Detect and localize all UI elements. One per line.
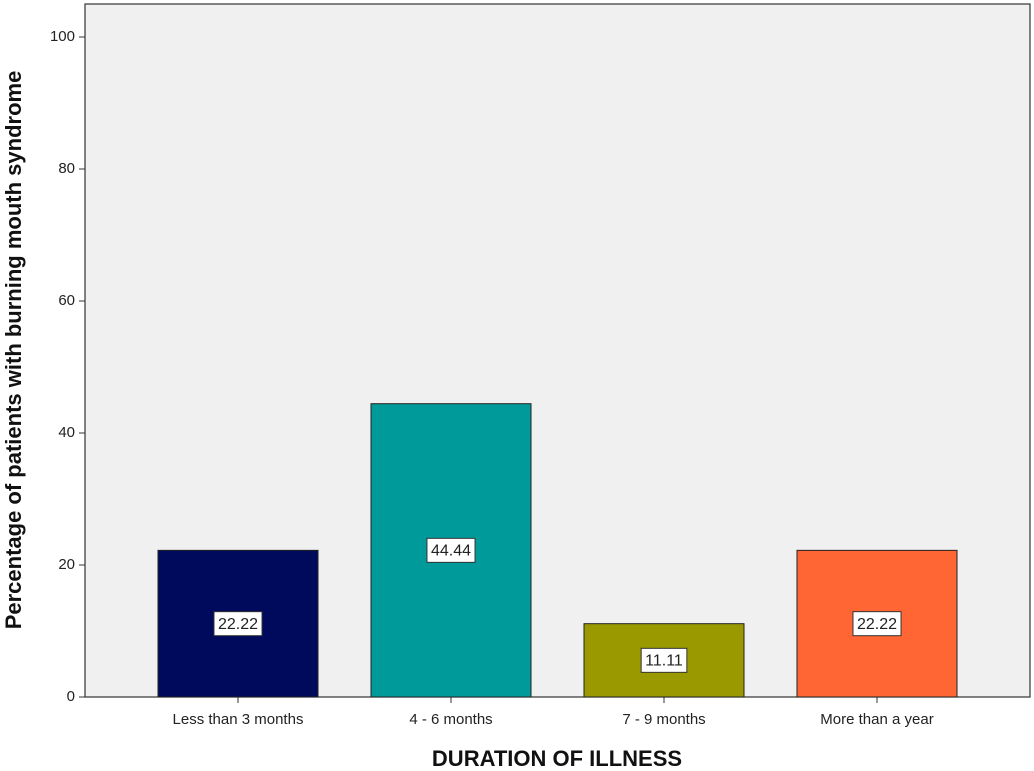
value-label: 11.11	[645, 653, 683, 670]
y-tick-label: 20	[58, 556, 75, 573]
value-label-box	[640, 647, 688, 673]
x-tick-label: 7 - 9 months	[622, 711, 705, 728]
value-label-box	[852, 611, 902, 637]
value-label-box	[213, 611, 263, 637]
y-tick-label: 40	[58, 424, 75, 441]
x-tick-label: 4 - 6 months	[409, 711, 492, 728]
x-axis-title: DURATION OF ILLNESS	[432, 746, 682, 771]
value-label: 44.44	[431, 543, 471, 560]
x-tick-label: More than a year	[820, 711, 933, 728]
y-tick-label: 100	[50, 28, 75, 45]
y-tick-label: 0	[67, 688, 75, 705]
value-label: 22.22	[218, 616, 258, 633]
value-label-box	[426, 537, 476, 563]
y-tick-label: 80	[58, 160, 75, 177]
y-tick-label: 60	[58, 292, 75, 309]
x-tick-label: Less than 3 months	[173, 711, 304, 728]
value-label: 22.22	[857, 616, 897, 633]
y-axis-title: Percentage of patients with burning mout…	[1, 71, 26, 630]
